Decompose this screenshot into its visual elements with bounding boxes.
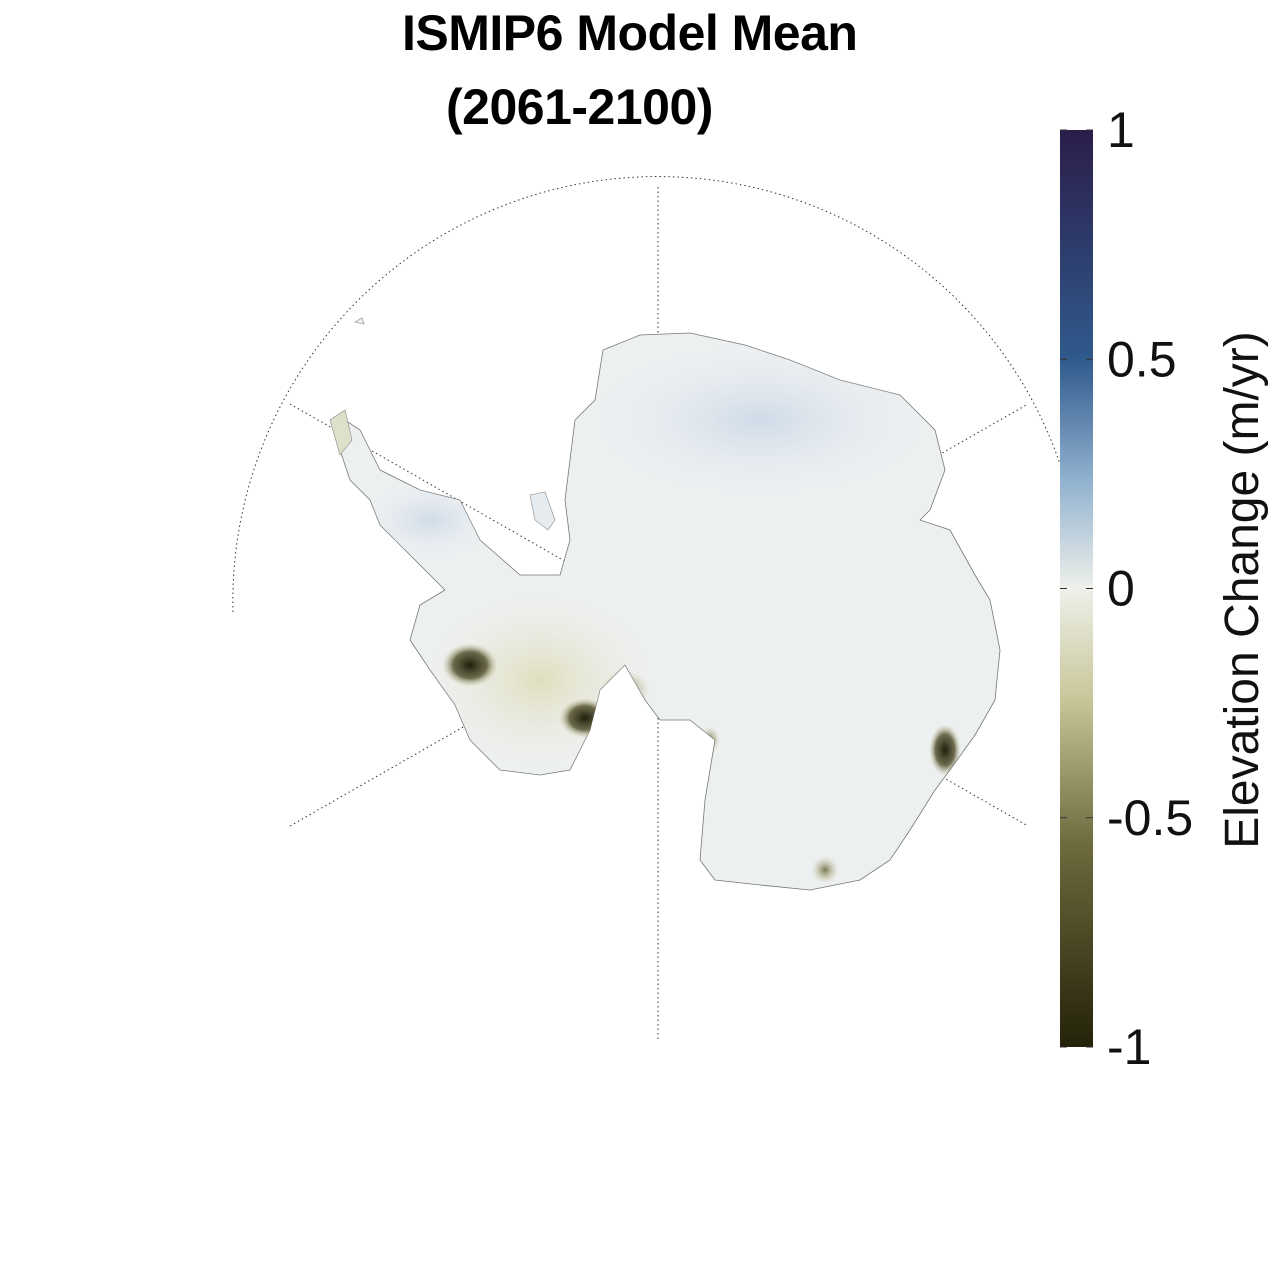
alexander-island (529, 491, 556, 531)
colorbar-tick-label: -1 (1107, 1019, 1151, 1075)
colorbar-label: Elevation Change (m/yr) (1216, 331, 1269, 849)
colorbar-tick-label: 0 (1107, 561, 1135, 617)
totten-loss (929, 724, 961, 776)
colorbar-ticks: 1 0.5 0 -0.5 -1 (1060, 102, 1193, 1075)
pine-island-loss (442, 643, 498, 687)
peninsula-tip (329, 409, 353, 456)
small-island (354, 317, 365, 325)
dronning-maud-tint (580, 340, 940, 500)
coast-loss (700, 726, 720, 754)
chart-title: ISMIP6 Model Mean (402, 5, 858, 61)
peninsula-tint (360, 480, 500, 560)
chart-subtitle: (2061-2100) (446, 79, 713, 135)
getz-loss (600, 670, 650, 710)
colorbar-tick-label: 0.5 (1107, 331, 1177, 387)
thwaites-loss (559, 698, 611, 738)
colorbar: 1 0.5 0 -0.5 -1 Elevation Change (m/yr) (1060, 102, 1269, 1075)
colorbar-tick-label: -0.5 (1107, 790, 1193, 846)
west-antarctica-tint (410, 580, 670, 780)
antarctica-map (329, 317, 1001, 891)
wilkes-loss (811, 856, 839, 884)
colorbar-tick-label: 1 (1107, 102, 1135, 158)
